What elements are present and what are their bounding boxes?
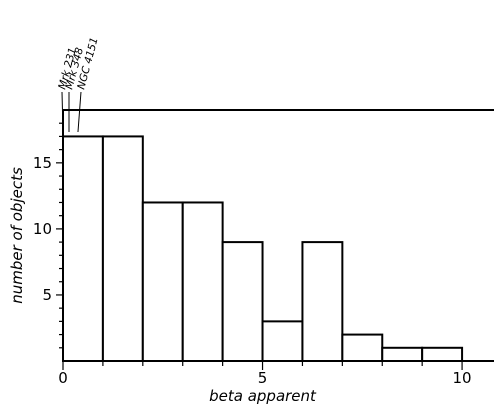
annotation-leader — [77, 91, 82, 133]
histogram-bar — [62, 135, 104, 362]
histogram-bar — [421, 346, 464, 362]
histogram-bar — [141, 201, 184, 362]
histogram-bar — [181, 201, 224, 362]
histogram-bar — [341, 333, 384, 363]
x-tick-label: 10 — [453, 369, 472, 387]
y-tick-label: 10 — [33, 220, 52, 238]
y-tick-label: 5 — [42, 286, 52, 304]
x-tick-label: 0 — [58, 369, 68, 387]
bars — [62, 135, 464, 363]
histogram-bar — [101, 135, 144, 362]
x-axis-title: beta apparent — [209, 387, 317, 405]
annotation-leader — [61, 91, 64, 133]
histogram-bar — [261, 320, 304, 362]
histogram-bar — [301, 241, 344, 363]
y-axis-title: number of objects — [8, 167, 26, 304]
x-tick-label: 5 — [258, 369, 268, 387]
histogram-bar — [381, 346, 424, 362]
y-tick-label: 15 — [33, 154, 52, 172]
histogram-bar — [221, 241, 264, 363]
